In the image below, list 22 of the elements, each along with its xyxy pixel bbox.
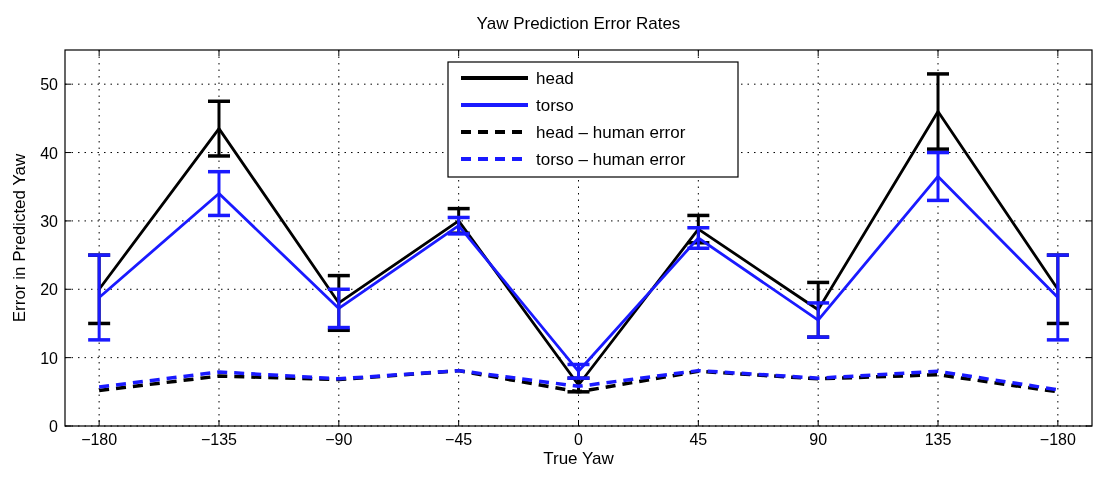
x-tick-label: 45 <box>689 431 708 448</box>
legend-label: torso – human error <box>536 150 686 169</box>
x-tick-label: −45 <box>445 431 473 448</box>
x-tick-label: −135 <box>200 431 238 448</box>
y-tick-label: 20 <box>40 281 59 299</box>
legend-label: torso <box>536 96 574 115</box>
x-tick-label: 90 <box>809 431 828 448</box>
legend-label: head <box>536 69 574 88</box>
y-axis-title: Error in Predicted Yaw <box>10 153 29 323</box>
x-axis-title: True Yaw <box>543 449 615 468</box>
x-tick-label: −90 <box>325 431 353 448</box>
y-tick-label: 30 <box>40 212 59 230</box>
y-tick-label: 0 <box>49 418 59 435</box>
x-tick-label: −180 <box>81 431 118 448</box>
x-tick-label: 135 <box>924 431 952 448</box>
x-tick-label: 0 <box>574 431 584 448</box>
y-tick-label: 50 <box>40 76 59 94</box>
x-tick-label: −180 <box>1039 431 1076 448</box>
y-tick-label: 10 <box>40 349 59 367</box>
legend-label: head – human error <box>536 123 686 142</box>
y-tick-label: 40 <box>40 144 59 162</box>
chart-title: Yaw Prediction Error Rates <box>476 14 681 33</box>
